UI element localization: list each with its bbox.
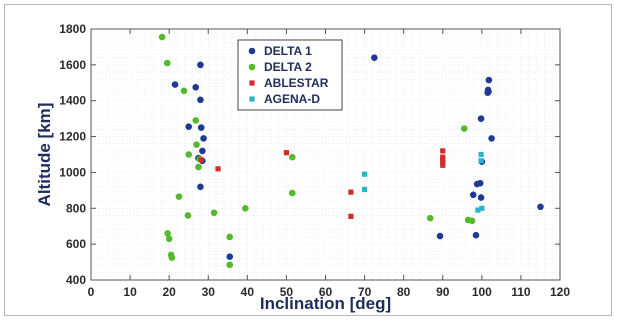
- point-ablestar: [215, 166, 221, 172]
- point-delta-2: [288, 153, 296, 161]
- legend: DELTA 1 DELTA 2 ABLESTAR AGENA-D: [237, 39, 343, 111]
- point-delta-1: [477, 115, 485, 122]
- point-delta-2: [193, 141, 200, 148]
- point-delta-1: [200, 135, 207, 142]
- point-delta-1: [171, 81, 179, 88]
- point-delta-1: [197, 124, 205, 131]
- point-delta-1: [476, 179, 484, 187]
- y-tick-label: 600: [66, 237, 86, 251]
- series-delta-1: [171, 54, 544, 260]
- series-ablestar: [198, 148, 446, 219]
- point-ablestar: [440, 154, 446, 160]
- chart-frame: [4, 4, 612, 316]
- point-agena-d: [475, 207, 481, 213]
- point-delta-1: [199, 147, 206, 155]
- legend-marker-agena-d: [249, 96, 255, 102]
- point-ablestar: [440, 159, 446, 166]
- x-tick-label: 20: [162, 285, 176, 299]
- legend-label-delta-1: DELTA 1: [264, 44, 312, 58]
- point-delta-1: [485, 88, 492, 96]
- point-delta-1: [477, 194, 485, 201]
- point-delta-1: [436, 232, 444, 240]
- point-ablestar: [348, 189, 354, 195]
- point-delta-2: [168, 254, 176, 261]
- series-agena-d: [361, 151, 485, 213]
- point-delta-1: [469, 191, 477, 199]
- x-tick-label: 50: [280, 285, 294, 299]
- point-agena-d: [478, 158, 484, 164]
- point-delta-2: [165, 235, 173, 243]
- point-delta-2: [192, 117, 200, 124]
- y-tick-label: 1600: [59, 58, 86, 72]
- x-tick-label: 90: [436, 285, 450, 299]
- point-delta-2: [288, 189, 296, 197]
- x-tick-label: 40: [241, 285, 255, 299]
- legend-label-agena-d: AGENA-D: [264, 92, 320, 106]
- point-delta-2: [226, 261, 234, 269]
- y-tick-label: 400: [66, 273, 86, 287]
- point-delta-1: [472, 231, 480, 239]
- y-tick-label: 800: [66, 201, 86, 215]
- point-ablestar: [440, 157, 446, 163]
- point-agena-d: [478, 151, 484, 158]
- point-delta-2: [460, 125, 468, 132]
- point-delta-2: [164, 230, 171, 237]
- point-delta-1: [371, 54, 378, 61]
- point-delta-2: [426, 214, 434, 222]
- point-delta-1: [226, 253, 234, 260]
- x-tick-label: 10: [123, 285, 137, 299]
- x-tick-label: 100: [472, 285, 492, 299]
- ticks: 0 10 20 30 40 50 60 70 80 90 100 110 120 400 600 800 100…: [59, 22, 570, 299]
- legend-box: [237, 39, 343, 111]
- point-delta-2: [180, 87, 188, 95]
- point-delta-1: [197, 96, 204, 104]
- point-delta-2: [158, 33, 166, 41]
- point-delta-1: [197, 61, 204, 69]
- series-delta-2: [158, 33, 476, 269]
- point-delta-2: [195, 163, 202, 171]
- point-delta-1: [537, 203, 544, 211]
- point-delta-2: [468, 217, 476, 225]
- point-delta-2: [175, 193, 183, 200]
- point-agena-d: [479, 205, 485, 211]
- legend-marker-ablestar: [249, 80, 255, 86]
- point-delta-1: [197, 183, 204, 191]
- x-tick-label: 30: [202, 285, 216, 299]
- x-tick-label: 110: [511, 285, 531, 299]
- point-delta-1: [185, 123, 193, 131]
- point-delta-2: [184, 212, 192, 219]
- y-tick-label: 1800: [59, 22, 86, 36]
- point-agena-d: [361, 186, 368, 193]
- x-axis-title: Inclination [deg]: [260, 294, 391, 313]
- point-delta-1: [488, 135, 495, 142]
- x-tick-label: 60: [319, 285, 333, 299]
- y-tick-label: 1000: [59, 165, 86, 179]
- point-ablestar: [283, 150, 290, 156]
- point-agena-d: [361, 171, 368, 177]
- legend-label-delta-2: DELTA 2: [264, 60, 312, 74]
- legend-marker-delta-2: [248, 63, 256, 71]
- legend-label-ablestar: ABLESTAR: [264, 76, 329, 90]
- point-delta-2: [210, 209, 218, 217]
- legend-marker-delta-1: [248, 47, 256, 55]
- x-tick-label: 120: [550, 285, 570, 299]
- point-delta-2: [163, 59, 171, 67]
- point-ablestar: [348, 213, 354, 219]
- point-delta-1: [192, 83, 200, 91]
- point-delta-1: [485, 76, 493, 84]
- point-delta-2: [185, 151, 193, 158]
- x-tick-label: 70: [358, 285, 372, 299]
- y-axis-title: Altitude [km]: [35, 103, 54, 207]
- x-tick-label: 80: [397, 285, 411, 299]
- point-delta-2: [226, 233, 234, 241]
- x-tick-label: 0: [88, 285, 95, 299]
- point-delta-2: [242, 204, 249, 212]
- point-ablestar: [440, 162, 446, 168]
- point-ablestar: [198, 157, 204, 163]
- y-tick-label: 1200: [59, 130, 86, 144]
- y-tick-label: 1400: [59, 94, 86, 108]
- point-ablestar: [440, 148, 446, 154]
- data-marks: [158, 33, 544, 269]
